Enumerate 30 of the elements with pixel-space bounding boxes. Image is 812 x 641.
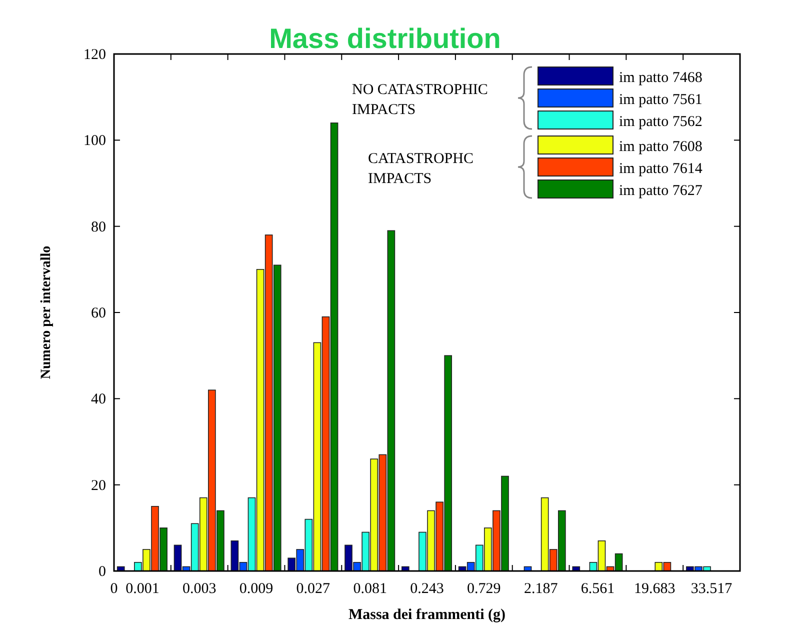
x-tick-label: 0.081 <box>353 581 387 597</box>
y-tick-label: 0 <box>98 564 106 580</box>
x-tick-label: 6.561 <box>580 581 615 597</box>
x-tick-label: 0.009 <box>239 581 274 597</box>
x-axis-title: Massa dei frammenti (g) <box>348 607 506 623</box>
x-tick-label: 19.683 <box>634 581 676 597</box>
legend-label: im patto 7627 <box>619 183 703 199</box>
legend-label: im patto 7468 <box>619 70 702 86</box>
x-tick-label: 33.517 <box>690 581 733 597</box>
y-tick-label: 40 <box>91 392 106 408</box>
x-tick-label: 2.187 <box>524 581 558 597</box>
x-tick-label: 0.729 <box>467 581 501 597</box>
x-tick-label: 0.027 <box>296 581 331 597</box>
annotation: CATASTROPHC IMPACTS <box>368 151 474 187</box>
y-tick-label: 20 <box>91 478 106 494</box>
legend-label: im patto 7614 <box>619 161 703 177</box>
chart-title: Mass distribution <box>269 23 501 54</box>
y-tick-label: 120 <box>84 47 106 63</box>
y-tick-label: 60 <box>91 306 106 322</box>
annotation: NO CATASTROPHIC IMPACTS <box>352 82 488 118</box>
text: 0 <box>110 581 118 597</box>
legend-label: im patto 7608 <box>619 139 702 155</box>
legend-label: im patto 7561 <box>619 92 702 108</box>
y-tick-label: 80 <box>91 219 106 236</box>
legend-label: im patto 7562 <box>619 114 702 130</box>
x-tick-label: 0.001 <box>126 581 160 597</box>
y-axis-title: Numero per intervallo <box>39 246 54 380</box>
y-tick-label: 100 <box>84 133 106 150</box>
x-tick-label: 0.003 <box>182 581 216 597</box>
x-tick-label: 0.243 <box>410 581 444 597</box>
